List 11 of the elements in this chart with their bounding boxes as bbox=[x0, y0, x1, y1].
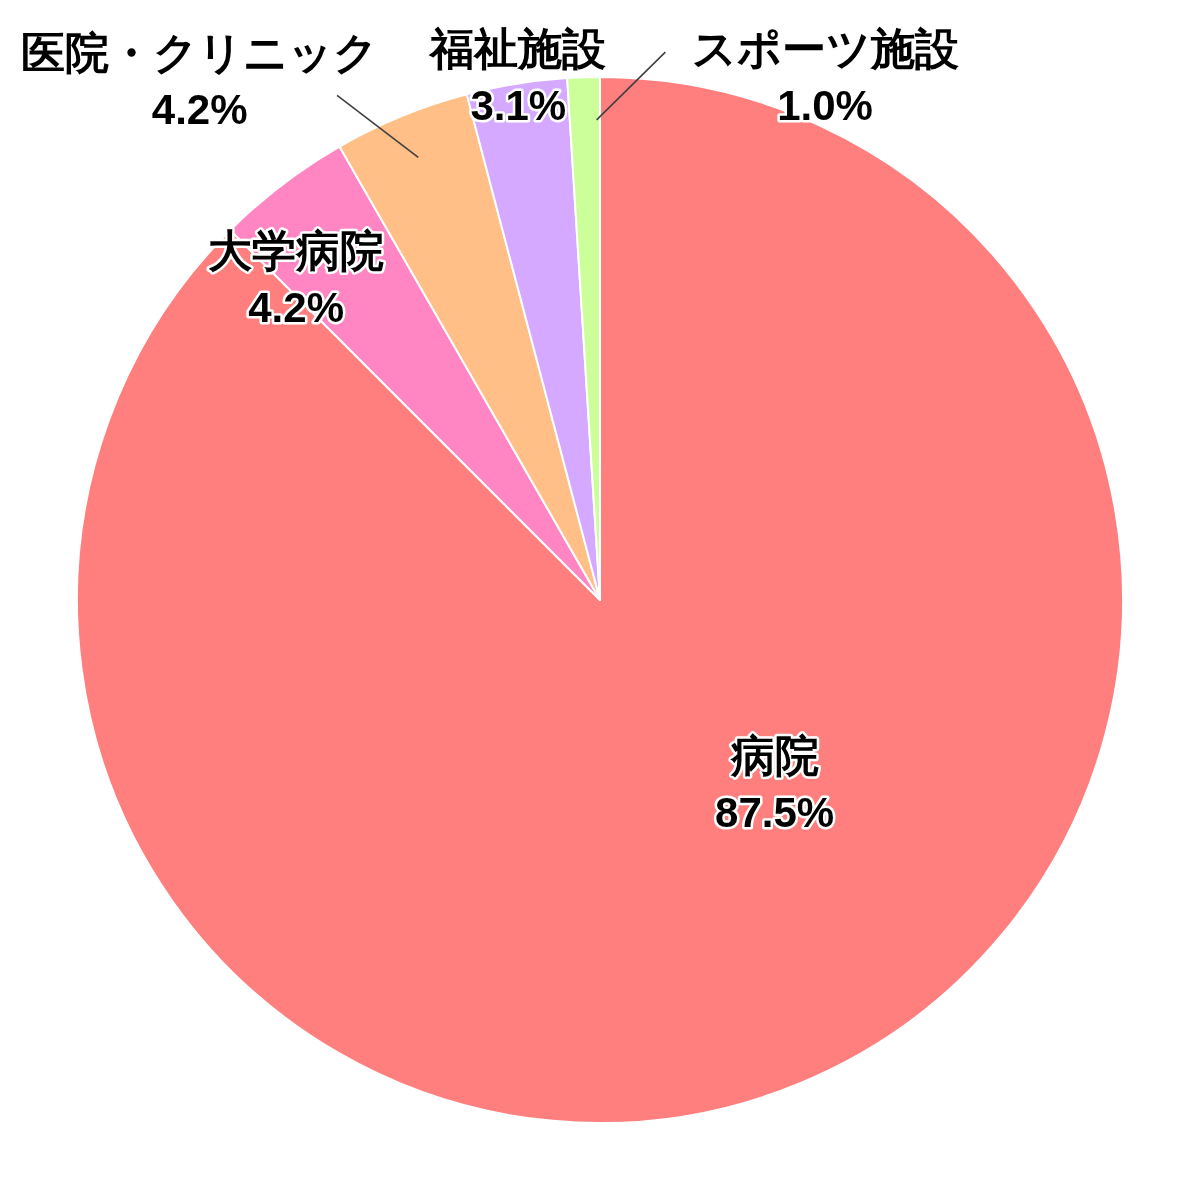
data-label: 4.2% bbox=[151, 85, 248, 133]
data-label: 1.0% bbox=[777, 82, 873, 130]
pie-slice bbox=[76, 76, 1124, 1124]
slice-label: 大学病院 bbox=[208, 226, 385, 276]
slice-label: 病院 bbox=[729, 730, 819, 780]
data-label: 4.2% bbox=[248, 284, 344, 332]
data-label: 3.1% bbox=[470, 82, 567, 130]
slice-label: 福祉施設 bbox=[428, 24, 607, 74]
slice-label: 医院・クリニック bbox=[21, 27, 379, 77]
slice-label: スポーツ施設 bbox=[691, 24, 959, 74]
data-label: 87.5% bbox=[715, 788, 835, 836]
